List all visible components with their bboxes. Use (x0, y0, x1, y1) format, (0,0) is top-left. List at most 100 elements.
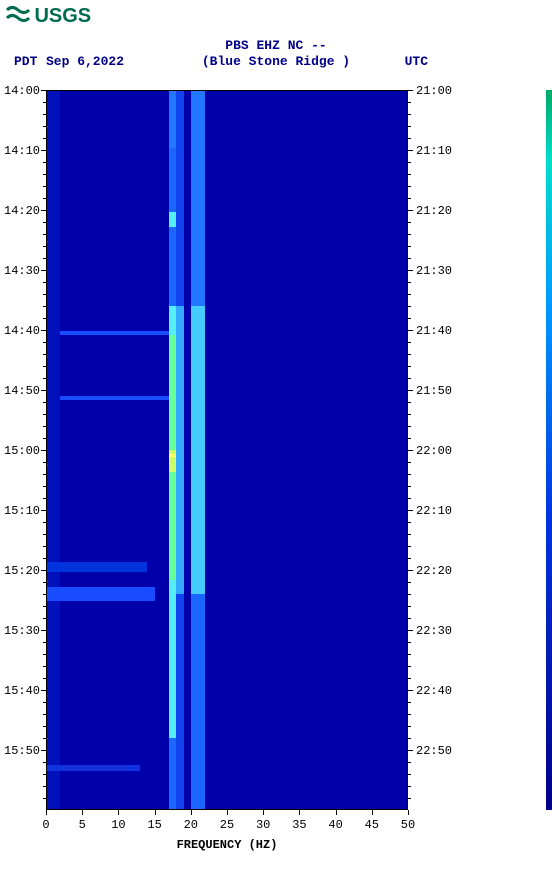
y-right-minor-tick (408, 174, 411, 175)
spectral-patch (46, 587, 155, 601)
spectral-band (191, 90, 205, 810)
y-left-minor-tick (43, 438, 46, 439)
spectral-band (60, 90, 169, 810)
y-left-minor-tick (43, 798, 46, 799)
y-left-minor-tick (43, 162, 46, 163)
spectral-band (205, 90, 408, 810)
y-right-minor-tick (408, 282, 411, 283)
y-right-minor-tick (408, 258, 411, 259)
x-tick (155, 810, 156, 815)
red-tick (46, 126, 48, 128)
y-left-minor-tick (43, 714, 46, 715)
y-left-minor-tick (43, 738, 46, 739)
y-right-minor-tick (408, 198, 411, 199)
spectral-seg (169, 738, 176, 810)
spectral-seg (169, 212, 176, 226)
y-left-label: 14:00 (4, 84, 40, 98)
red-tick (46, 738, 48, 740)
y-left-label: 15:20 (4, 564, 40, 578)
y-left-label: 14:10 (4, 144, 40, 158)
y-right-minor-tick (408, 342, 411, 343)
y-left-tick (41, 450, 46, 451)
y-left-tick (41, 90, 46, 91)
y-left-minor-tick (43, 414, 46, 415)
y-left-minor-tick (43, 642, 46, 643)
y-right-tick (408, 390, 413, 391)
x-tick-label: 40 (326, 818, 346, 832)
usgs-text: USGS (34, 5, 91, 28)
y-left-tick (41, 630, 46, 631)
y-right-tick (408, 450, 413, 451)
x-tick-label: 50 (398, 818, 418, 832)
x-tick-label: 5 (72, 818, 92, 832)
x-tick (191, 810, 192, 815)
y-right-minor-tick (408, 234, 411, 235)
x-tick-label: 10 (108, 818, 128, 832)
y-right-tick (408, 690, 413, 691)
spectral-seg (46, 90, 60, 810)
y-left-minor-tick (43, 306, 46, 307)
x-tick (82, 810, 83, 815)
y-right-label: 22:00 (416, 444, 452, 458)
y-right-label: 21:20 (416, 204, 452, 218)
y-left-minor-tick (43, 138, 46, 139)
y-left-minor-tick (43, 486, 46, 487)
y-left-minor-tick (43, 114, 46, 115)
y-left-minor-tick (43, 726, 46, 727)
spectral-band (46, 90, 60, 810)
page: USGS PBS EHZ NC -- (Blue Stone Ridge ) P… (0, 0, 552, 892)
y-right-minor-tick (408, 378, 411, 379)
y-left-tick (41, 690, 46, 691)
spectral-seg (191, 90, 205, 306)
y-right-label: 22:10 (416, 504, 452, 518)
y-right-minor-tick (408, 222, 411, 223)
y-right-label: 22:30 (416, 624, 452, 638)
y-left-tick (41, 570, 46, 571)
y-right-tick (408, 630, 413, 631)
y-right-minor-tick (408, 534, 411, 535)
y-right-minor-tick (408, 114, 411, 115)
y-left-minor-tick (43, 534, 46, 535)
y-right-minor-tick (408, 546, 411, 547)
spectral-band (169, 90, 176, 810)
y-right-minor-tick (408, 138, 411, 139)
spectral-seg (191, 306, 205, 594)
y-right-minor-tick (408, 186, 411, 187)
y-right-minor-tick (408, 366, 411, 367)
y-left-minor-tick (43, 666, 46, 667)
y-left-tick (41, 750, 46, 751)
y-left-minor-tick (43, 282, 46, 283)
y-left-minor-tick (43, 426, 46, 427)
y-right-label: 21:40 (416, 324, 452, 338)
y-left-minor-tick (43, 102, 46, 103)
y-right-minor-tick (408, 294, 411, 295)
y-left-label: 15:00 (4, 444, 40, 458)
y-right-label: 21:50 (416, 384, 452, 398)
y-left-minor-tick (43, 462, 46, 463)
y-left-minor-tick (43, 654, 46, 655)
y-right-label: 21:10 (416, 144, 452, 158)
spectral-seg (169, 580, 176, 738)
y-right-label: 22:50 (416, 744, 452, 758)
color-scale (546, 90, 552, 810)
y-right-minor-tick (408, 594, 411, 595)
x-tick-label: 15 (145, 818, 165, 832)
y-right-minor-tick (408, 798, 411, 799)
usgs-logo: USGS (6, 4, 91, 29)
y-left-minor-tick (43, 546, 46, 547)
y-left-minor-tick (43, 258, 46, 259)
y-right-minor-tick (408, 702, 411, 703)
y-left-minor-tick (43, 174, 46, 175)
y-right-minor-tick (408, 618, 411, 619)
red-tick (46, 695, 48, 697)
y-right-minor-tick (408, 786, 411, 787)
y-right-minor-tick (408, 582, 411, 583)
y-right-tick (408, 330, 413, 331)
y-right-tick (408, 210, 413, 211)
x-tick (372, 810, 373, 815)
y-right-tick (408, 510, 413, 511)
y-right-minor-tick (408, 246, 411, 247)
y-right-minor-tick (408, 654, 411, 655)
y-right-minor-tick (408, 642, 411, 643)
red-tick (46, 241, 48, 243)
